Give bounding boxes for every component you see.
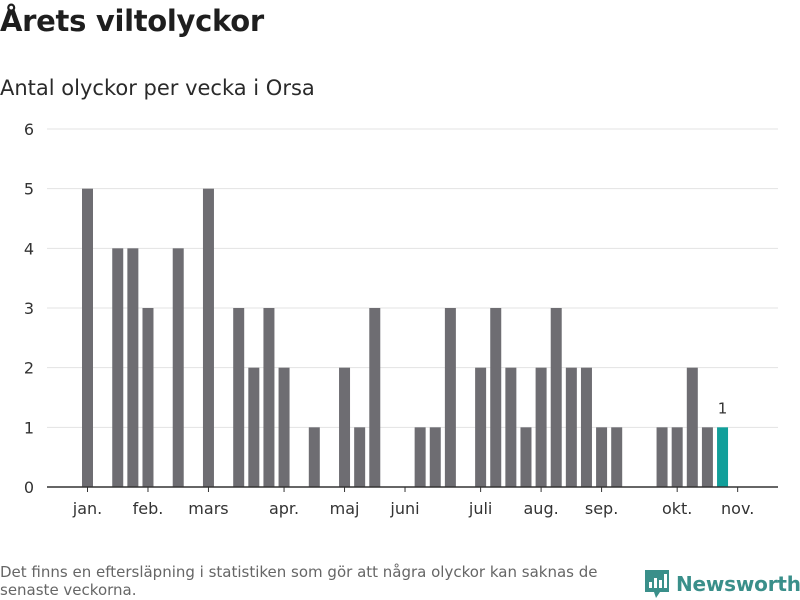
bar — [202, 188, 214, 487]
chart-subtitle: Antal olyckor per vecka i Orsa — [0, 76, 315, 100]
bar — [490, 308, 502, 487]
x-tick-label: feb. — [133, 499, 164, 518]
bar — [248, 367, 260, 487]
bar — [701, 427, 713, 487]
bar — [429, 427, 441, 487]
bar — [414, 427, 426, 487]
bar — [505, 367, 517, 487]
bar — [596, 427, 608, 487]
brand-name: Newsworthy — [676, 572, 800, 596]
bar — [535, 367, 547, 487]
bar — [565, 367, 577, 487]
data-labels: 1 — [718, 399, 728, 417]
bar — [580, 367, 592, 487]
bar — [308, 427, 320, 487]
bar — [686, 367, 698, 487]
bar — [550, 308, 562, 487]
bar — [369, 308, 381, 487]
y-tick-label: 6 — [24, 120, 34, 139]
x-axis: jan. feb. mars apr. maj juni juli aug. sep. okt. n… — [47, 486, 778, 518]
bar — [611, 427, 623, 487]
newsworthy-logo: Newsworthy — [644, 569, 800, 599]
x-tick-label: maj — [330, 499, 360, 518]
bar — [671, 427, 683, 487]
x-tick-label: sep. — [585, 499, 618, 518]
bar — [127, 248, 139, 487]
bar — [656, 427, 668, 487]
x-tick-label: apr. — [269, 499, 299, 518]
bar — [475, 367, 487, 487]
bar — [278, 367, 290, 487]
bar — [82, 188, 93, 487]
chart-title: Årets viltolyckor — [0, 4, 264, 38]
y-tick-label: 4 — [24, 239, 34, 258]
bar — [112, 248, 124, 487]
bar — [444, 308, 456, 487]
x-tick-label: aug. — [524, 499, 559, 518]
newsworthy-icon — [645, 570, 669, 598]
footnote: Det finns en eftersläpning i statistiken… — [0, 563, 598, 599]
grid-lines — [47, 128, 778, 428]
bar — [233, 308, 245, 487]
y-tick-label: 2 — [24, 359, 34, 378]
x-tick-label: nov. — [721, 499, 754, 518]
bar — [354, 427, 366, 487]
y-tick-label: 0 — [24, 478, 34, 497]
data-label-latest: 1 — [718, 399, 728, 417]
bar-chart: 0 1 2 3 4 5 6 jan. feb. mars apr. maj juni juli aug. s… — [24, 120, 778, 518]
y-tick-label: 1 — [24, 418, 34, 437]
y-tick-label: 5 — [24, 180, 34, 199]
y-axis: 0 1 2 3 4 5 6 — [24, 120, 34, 497]
bar — [142, 308, 154, 487]
x-tick-label: jan. — [72, 499, 102, 518]
y-tick-label: 3 — [24, 299, 34, 318]
bar-highlighted — [717, 427, 729, 487]
bar — [172, 248, 184, 487]
bar — [339, 367, 351, 487]
x-tick-label: juli — [468, 499, 492, 518]
bars — [82, 188, 729, 487]
x-tick-label: okt. — [662, 499, 692, 518]
bar — [263, 308, 275, 487]
x-tick-label: juni — [389, 499, 419, 518]
bar — [520, 427, 532, 487]
x-tick-label: mars — [188, 499, 228, 518]
